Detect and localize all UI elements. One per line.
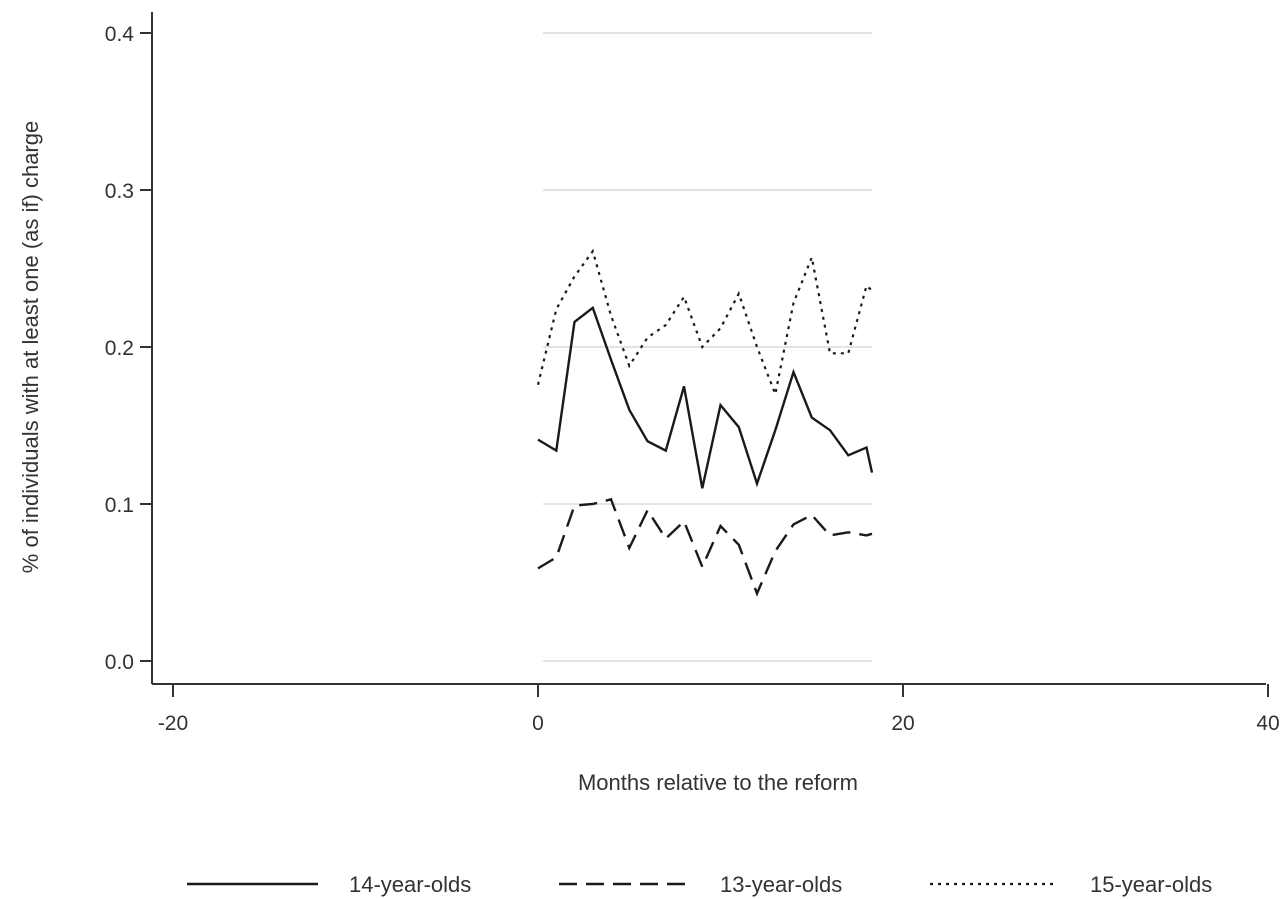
y-tick-label: 0.2 xyxy=(105,337,134,360)
y-tick-label: 0.4 xyxy=(105,23,135,46)
legend-label: 14-year-olds xyxy=(349,872,471,897)
legend-label: 15-year-olds xyxy=(1090,872,1212,897)
tick-labels: 0.0 0.1 0.2 0.3 0.4 -20 0 20 40 xyxy=(105,23,1280,735)
x-tick-label: -20 xyxy=(158,712,188,735)
x-tick-label: 20 xyxy=(891,712,914,735)
series-line-14-year-olds xyxy=(537,305,874,489)
y-axis-title: % of individuals with at least one (as i… xyxy=(18,121,43,573)
x-tick-label: 0 xyxy=(532,712,544,735)
grid-lines xyxy=(543,32,872,662)
y-tick-label: 0.3 xyxy=(105,180,134,203)
series-line-15-year-olds xyxy=(536,248,873,399)
x-tick-label: 40 xyxy=(1256,712,1279,735)
y-tick-label: 0.1 xyxy=(105,494,134,517)
legend: 14-year-olds 13-year-olds 15-year-olds xyxy=(187,872,1212,897)
y-tick-label: 0.0 xyxy=(105,651,134,674)
x-axis-title: Months relative to the reform xyxy=(578,770,858,795)
legend-label: 13-year-olds xyxy=(720,872,842,897)
series-lines xyxy=(536,248,874,597)
series-line-13-year-olds xyxy=(537,497,873,597)
